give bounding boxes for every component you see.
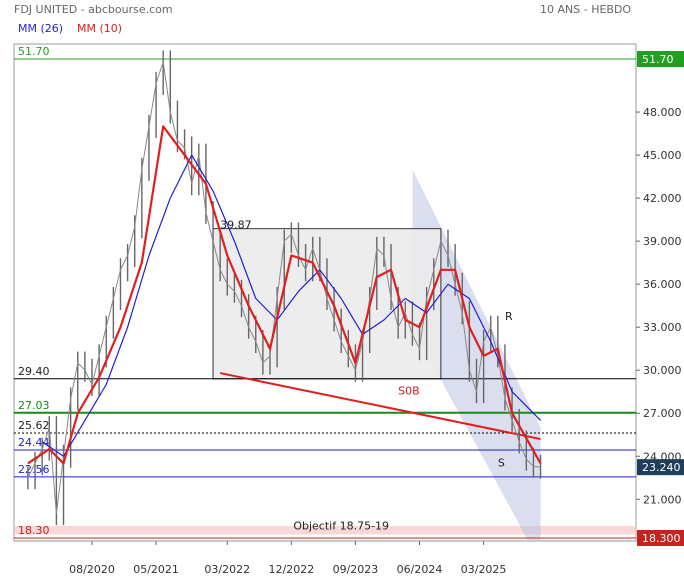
level-label-6: 18.30 [18,524,50,537]
annotation-s0b: S0B [398,385,420,398]
x-tick-label-6: 03/2025 [461,563,507,576]
annotation-s: S [498,456,505,469]
plot-frame [13,43,637,542]
chart-title: FDJ UNITED - abcbourse.com [14,3,173,16]
y-tick-label-3: 42.000 [643,192,682,205]
x-tick-label-3: 12/2022 [269,563,315,576]
mm26-line [41,154,542,457]
y-tick-label-6: 33.000 [643,321,682,334]
y-tick-box-12 [637,530,684,546]
descending-channel [412,169,541,541]
y-tick-box-10 [637,459,684,476]
level-label-0: 51.70 [18,45,50,58]
legend-mm10[interactable]: MM (10) [77,22,123,35]
x-tick-label-0: 08/2020 [69,563,115,576]
x-tick-label-4: 09/2023 [333,563,379,576]
level-label-3: 25.62 [18,419,50,432]
x-tick-label-2: 03/2022 [204,563,250,576]
y-tick-label-7: 30.000 [643,364,682,377]
level-label-1: 29.40 [18,365,50,378]
y-tick-label-11: 21.000 [643,493,682,506]
annotation-r: R [505,310,513,323]
legend-mm26[interactable]: MM (26) [18,22,64,35]
annotation-39-87: 39.87 [220,219,252,232]
chart-period: 10 ANS - HEBDO [540,3,632,16]
annotation-objectif-18-75-19: Objectif 18.75-19 [293,519,389,532]
y-tick-label-1: 48.000 [643,106,682,119]
y-tick-label-12: 18.300 [642,532,681,545]
y-tick-label-10: 23.240 [642,461,681,474]
support-line-s0b [219,372,541,441]
y-tick-label-2: 45.000 [643,149,682,162]
mm10-line [27,125,542,465]
x-tick-label-5: 06/2024 [397,563,443,576]
x-tick-label-1: 05/2021 [133,563,179,576]
y-tick-label-4: 39.000 [643,235,682,248]
y-tick-label-5: 36.000 [643,278,682,291]
y-tick-box-0 [637,51,684,67]
y-tick-label-8: 27.000 [643,407,682,420]
price-line [27,61,541,514]
level-label-2: 27.03 [18,399,50,412]
target-zone [14,525,636,535]
y-tick-label-0: 51.70 [642,53,674,66]
